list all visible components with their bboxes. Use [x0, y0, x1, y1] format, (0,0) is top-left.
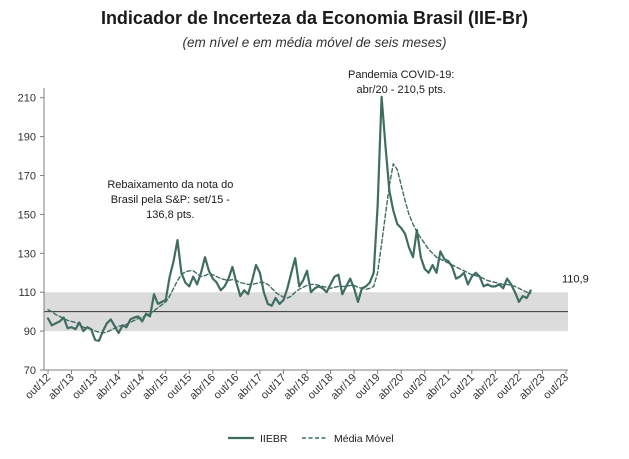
y-tick-label: 190 — [18, 132, 36, 144]
chart-subtitle: (em nível e em média móvel de seis meses… — [182, 35, 447, 50]
series-layer — [46, 95, 532, 342]
annotation-text: Rebaixamento da nota do — [107, 179, 233, 191]
legend-label-iiebr: IIEBR — [260, 433, 288, 445]
axes: 7090110130150170190210out/12abr/13out/13… — [18, 88, 571, 402]
x-tick-label: abr/21 — [423, 372, 454, 403]
media-movel-line — [47, 163, 532, 334]
y-tick-label: 130 — [18, 248, 36, 260]
shaded-band-layer — [44, 292, 568, 332]
x-tick-label: out/23 — [541, 372, 571, 402]
x-tick-label: abr/22 — [470, 372, 501, 403]
x-tick-label: abr/16 — [187, 372, 218, 403]
y-tick-label: 210 — [18, 93, 36, 105]
annotation-text: 136,8 pts. — [146, 209, 194, 221]
y-tick-label: 70 — [24, 365, 36, 377]
y-tick-label: 150 — [18, 209, 36, 221]
annotation-text: 110,9 — [562, 273, 589, 285]
x-tick-label: abr/14 — [93, 372, 124, 403]
x-tick-label: abr/19 — [329, 372, 360, 403]
x-tick-label: abr/15 — [140, 372, 171, 403]
annotations-layer: Rebaixamento da nota do Brasil pela S&P: … — [107, 69, 588, 285]
y-tick-label: 170 — [18, 171, 36, 183]
legend: IIEBR Média Móvel — [228, 433, 394, 445]
x-tick-label: abr/17 — [234, 372, 265, 403]
annotation-text: abr/20 - 210,5 pts. — [357, 84, 446, 96]
x-tick-label: abr/13 — [46, 372, 77, 403]
annotation-text: Pandemia COVID-19: — [348, 69, 454, 81]
y-tick-label: 110 — [18, 287, 36, 299]
x-tick-label: abr/23 — [517, 372, 548, 403]
chart-title: Indicador de Incerteza da Economia Brasi… — [100, 8, 529, 28]
x-tick-label: abr/18 — [282, 372, 313, 403]
y-tick-label: 90 — [24, 326, 36, 338]
legend-label-media-movel: Média Móvel — [334, 433, 394, 445]
annotation-text: Brasil pela S&P: set/15 - — [111, 194, 231, 206]
x-tick-label: abr/20 — [376, 372, 407, 403]
